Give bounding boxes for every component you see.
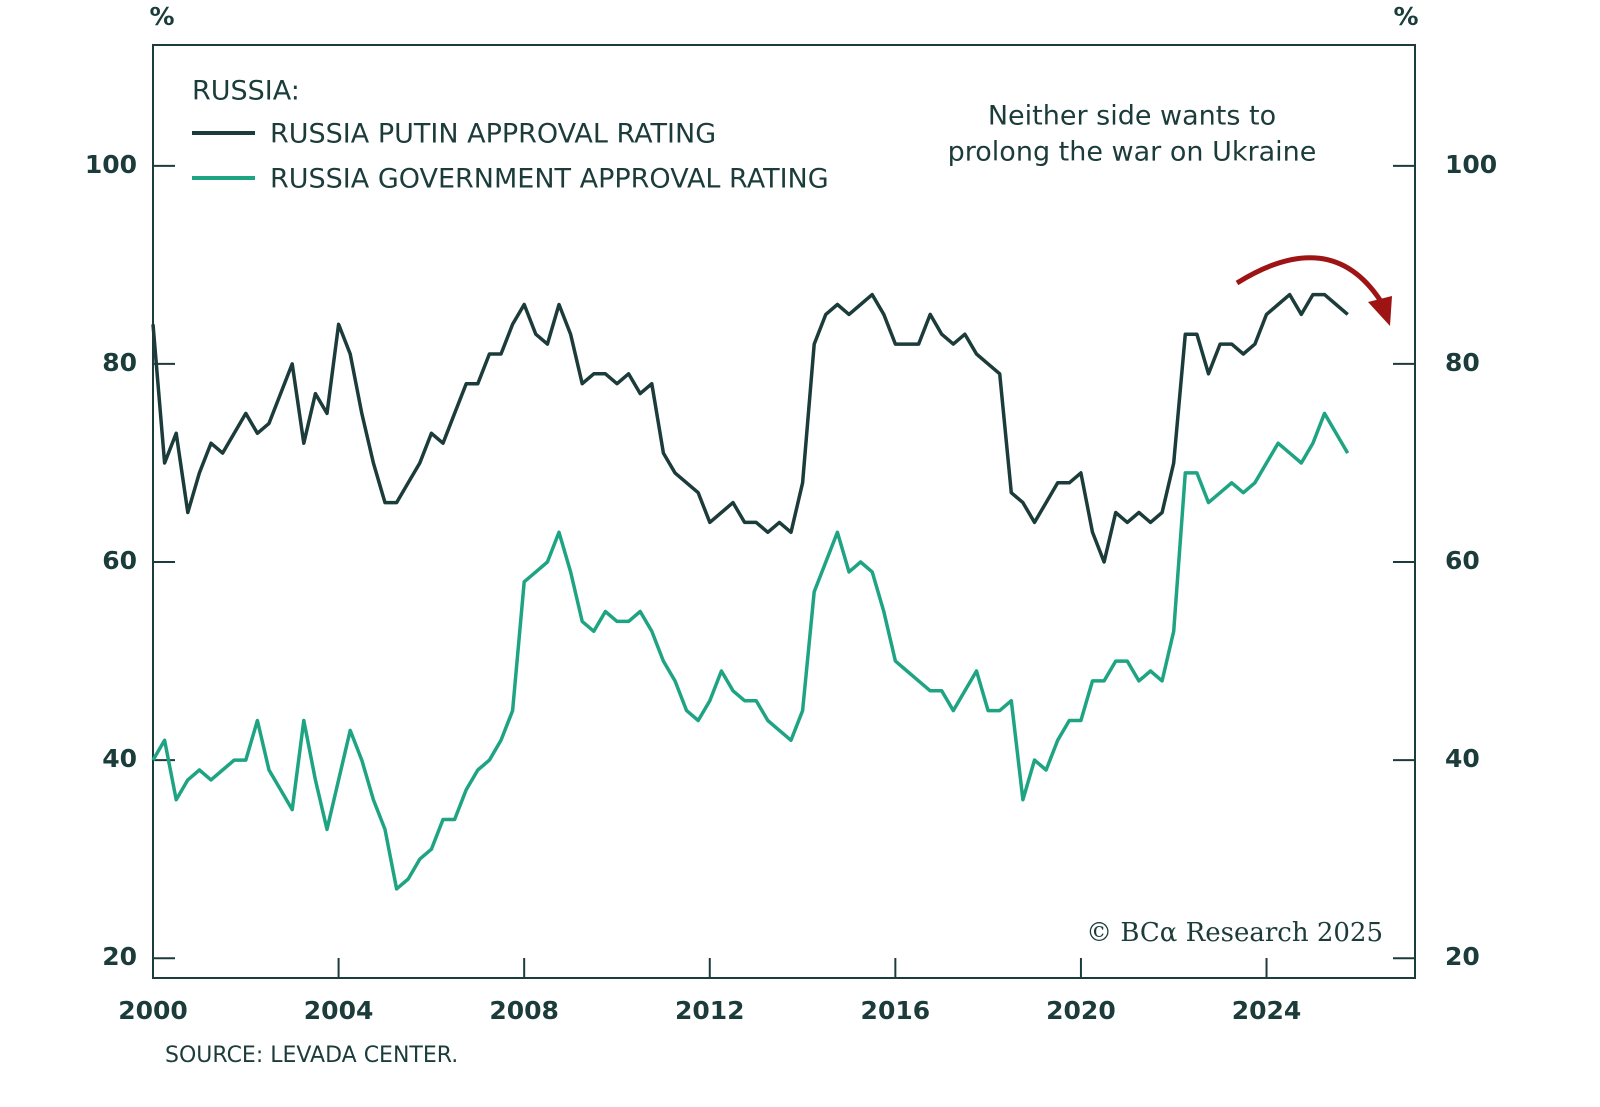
y-tick-label: 40: [102, 744, 137, 773]
x-tick-label: 2012: [675, 996, 745, 1025]
y-tick-label: 20: [102, 942, 137, 971]
annotation: Neither side wants to: [988, 101, 1276, 132]
y2-tick-label: 100: [1445, 150, 1497, 179]
x-tick-label: 2000: [118, 996, 188, 1025]
arrow-head: [1368, 296, 1392, 326]
legend-label: RUSSIA GOVERNMENT APPROVAL RATING: [270, 164, 829, 195]
y-tick-label: 80: [102, 348, 137, 377]
plot-frame: [152, 44, 1416, 979]
series-line: [151, 292, 1349, 564]
watermark: © BCα Research 2025: [1086, 918, 1383, 948]
x-tick-label: 2024: [1232, 996, 1302, 1025]
y-tick-label: 60: [102, 546, 137, 575]
source: SOURCE: LEVADA CENTER.: [165, 1043, 458, 1068]
x-tick-label: 2020: [1046, 996, 1116, 1025]
y-tick-label: 100: [85, 150, 137, 179]
x-tick-label: 2004: [304, 996, 374, 1025]
y2-tick-label: 60: [1445, 546, 1480, 575]
y2-axis-label: %: [1393, 2, 1418, 31]
y-axis-label: %: [149, 2, 174, 31]
y2-tick-label: 80: [1445, 348, 1480, 377]
arrow: [1235, 255, 1383, 302]
legend-title: RUSSIA:: [192, 76, 300, 107]
x-tick-label: 2016: [861, 996, 931, 1025]
x-tick-label: 2008: [489, 996, 559, 1025]
annotation: prolong the war on Ukraine: [948, 137, 1317, 168]
y2-tick-label: 40: [1445, 744, 1480, 773]
y2-tick-label: 20: [1445, 942, 1480, 971]
legend-label: RUSSIA PUTIN APPROVAL RATING: [270, 119, 716, 150]
series-line: [151, 411, 1350, 891]
